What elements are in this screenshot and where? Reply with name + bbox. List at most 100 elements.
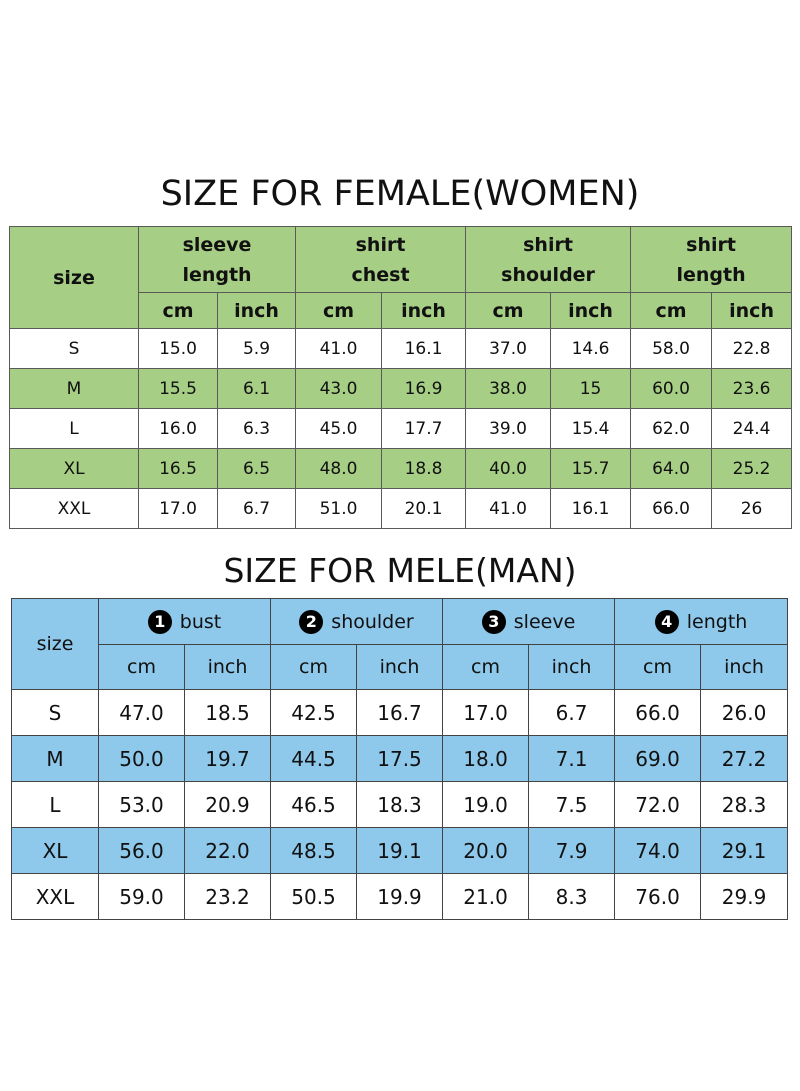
value-cell: 20.0	[442, 827, 530, 874]
table-row: XL 56.0 22.0 48.5 19.1 20.0 7.9 74.0 29.1	[11, 827, 789, 874]
table-row: L 53.0 20.9 46.5 18.3 19.0 7.5 72.0 28.3	[11, 781, 789, 828]
group-header-bust: 1 bust	[97, 598, 272, 645]
value-cell: 18.3	[356, 781, 444, 828]
unit-header: cm	[442, 644, 530, 690]
value-cell: 69.0	[614, 735, 702, 782]
value-cell: 29.9	[700, 873, 789, 920]
size-cell: M	[11, 735, 99, 782]
value-cell: 28.3	[700, 781, 789, 828]
value-cell: 20.1	[381, 488, 467, 529]
value-cell: 27.2	[700, 735, 789, 782]
value-cell: 29.1	[700, 827, 789, 874]
table-row: M 50.0 19.7 44.5 17.5 18.0 7.1 69.0 27.2	[11, 735, 789, 782]
value-cell: 16.5	[138, 448, 218, 489]
size-cell: XXL	[11, 873, 99, 920]
value-cell: 17.5	[356, 735, 444, 782]
number-1-badge: 1	[147, 609, 172, 634]
number-4-badge: 4	[654, 609, 679, 634]
value-cell: 66.0	[614, 689, 702, 736]
value-cell: 38.0	[465, 368, 552, 409]
group-header-label: shoulder	[331, 610, 414, 633]
value-cell: 18.8	[381, 448, 467, 489]
value-cell: 76.0	[614, 873, 702, 920]
value-cell: 6.7	[528, 689, 616, 736]
group-header-line2: chest	[351, 263, 410, 286]
value-cell: 20.9	[183, 781, 272, 828]
size-cell: XL	[11, 827, 99, 874]
value-cell: 24.4	[711, 408, 793, 449]
value-cell: 16.9	[381, 368, 467, 409]
value-cell: 5.9	[216, 328, 297, 369]
size-cell: XL	[9, 448, 139, 489]
female-size-title: SIZE FOR FEMALE(WOMEN)	[160, 174, 640, 214]
group-header-shirt-length: shirt length	[630, 226, 793, 293]
value-cell: 16.1	[550, 488, 632, 529]
unit-header: cm	[465, 292, 552, 329]
number-2-badge: 2	[299, 609, 324, 634]
unit-header: cm	[295, 292, 383, 329]
unit-header: cm	[270, 644, 358, 690]
value-cell: 19.0	[442, 781, 530, 828]
value-cell: 19.1	[356, 827, 444, 874]
value-cell: 48.0	[295, 448, 383, 489]
value-cell: 25.2	[711, 448, 793, 489]
value-cell: 7.9	[528, 827, 616, 874]
male-size-title: SIZE FOR MELE(MAN)	[223, 551, 577, 590]
value-cell: 26	[711, 488, 793, 529]
value-cell: 66.0	[630, 488, 713, 529]
group-header-line1: shirt	[686, 233, 736, 256]
group-header-shirt-chest: shirt chest	[295, 226, 467, 293]
value-cell: 58.0	[630, 328, 713, 369]
value-cell: 18.0	[442, 735, 530, 782]
value-cell: 41.0	[465, 488, 552, 529]
size-cell: S	[9, 328, 139, 369]
value-cell: 48.5	[270, 827, 358, 874]
male-size-table: size 1 bust 2 shoulder 3 sleeve 4 length cm …	[11, 598, 789, 920]
value-cell: 18.5	[183, 689, 272, 736]
table-row: XXL 59.0 23.2 50.5 19.9 21.0 8.3 76.0 29.9	[11, 873, 789, 920]
unit-header: inch	[711, 292, 793, 329]
value-cell: 74.0	[614, 827, 702, 874]
value-cell: 64.0	[630, 448, 713, 489]
value-cell: 62.0	[630, 408, 713, 449]
value-cell: 23.2	[183, 873, 272, 920]
group-header-line1: sleeve	[182, 233, 252, 256]
value-cell: 8.3	[528, 873, 616, 920]
value-cell: 14.6	[550, 328, 632, 369]
number-3-badge: 3	[481, 609, 506, 634]
unit-header: cm	[98, 644, 185, 690]
unit-header: inch	[550, 292, 632, 329]
value-cell: 51.0	[295, 488, 383, 529]
value-cell: 22.0	[183, 827, 272, 874]
group-header-label: sleeve	[513, 610, 576, 633]
size-column-header: size	[9, 226, 139, 329]
group-header-label: length	[686, 610, 748, 633]
female-size-table: size sleeve length shirt chest shirt sho…	[9, 226, 793, 529]
value-cell: 22.8	[711, 328, 793, 369]
value-cell: 7.1	[528, 735, 616, 782]
value-cell: 17.7	[381, 408, 467, 449]
unit-header: cm	[630, 292, 713, 329]
group-header-length: 4 length	[614, 598, 789, 645]
group-header-line1: shirt	[355, 233, 406, 256]
value-cell: 17.0	[442, 689, 530, 736]
value-cell: 56.0	[98, 827, 185, 874]
unit-header: inch	[216, 292, 297, 329]
value-cell: 17.0	[138, 488, 218, 529]
table-row: XXL 17.0 6.7 51.0 20.1 41.0 16.1 66.0 26	[9, 488, 793, 529]
table-row: M 15.5 6.1 43.0 16.9 38.0 15 60.0 23.6	[9, 368, 793, 409]
group-header-shoulder: 2 shoulder	[270, 598, 444, 645]
value-cell: 50.0	[98, 735, 185, 782]
size-column-header: size	[11, 598, 99, 690]
unit-header: cm	[614, 644, 702, 690]
value-cell: 72.0	[614, 781, 702, 828]
value-cell: 50.5	[270, 873, 358, 920]
value-cell: 21.0	[442, 873, 530, 920]
value-cell: 16.0	[138, 408, 218, 449]
value-cell: 45.0	[295, 408, 383, 449]
value-cell: 23.6	[711, 368, 793, 409]
size-cell: XXL	[9, 488, 139, 529]
value-cell: 6.1	[216, 368, 297, 409]
value-cell: 43.0	[295, 368, 383, 409]
size-cell: S	[11, 689, 99, 736]
